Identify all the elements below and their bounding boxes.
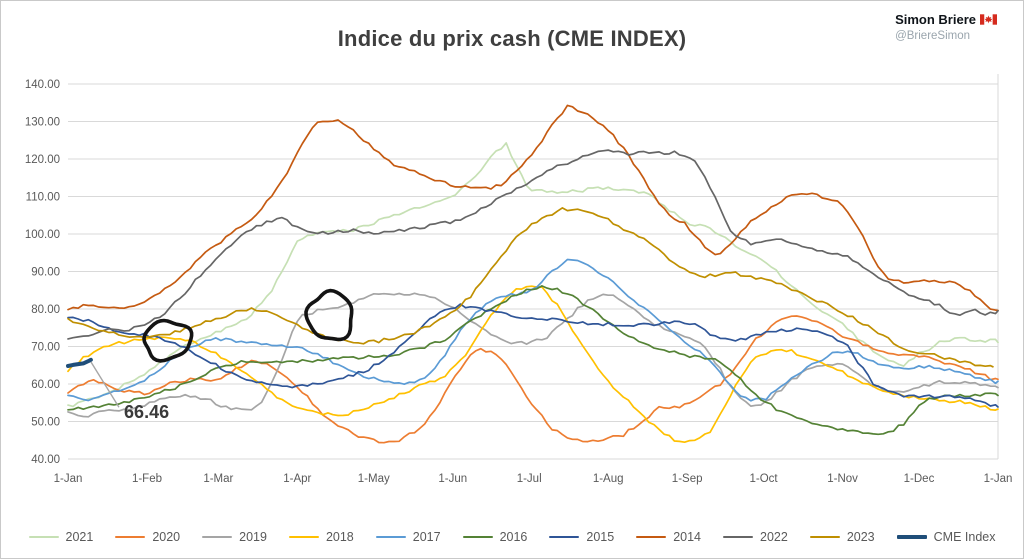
x-tick-label: 1-Jan [984,473,1013,485]
series-line-2022 [67,149,999,340]
series-line-2020 [67,315,999,444]
legend-label: 2018 [325,530,354,544]
legend-swatch [375,536,406,538]
legend-swatch [115,536,146,538]
x-tick-label: 1-Jun [438,473,467,485]
legend-item-2022: 2022 [723,530,788,544]
series-line-2015 [67,303,999,408]
legend-label: 2020 [152,530,181,544]
series-line-2021 [67,142,999,408]
legend-label: 2016 [499,530,528,544]
legend-swatch [202,536,233,538]
x-tick-label: 1-Nov [827,473,858,485]
legend-label: 2014 [673,530,702,544]
legend-swatch [549,536,580,538]
x-tick-label: 1-May [358,473,390,485]
legend-item-2017: 2017 [375,530,441,544]
legend-item-2016: 2016 [462,530,528,544]
x-tick-label: 1-Dec [904,473,935,485]
legend-item-2018: 2018 [288,530,354,544]
y-tick-label: 60.00 [31,379,60,391]
legend-swatch [809,536,840,538]
legend-label: 2023 [846,530,875,544]
y-tick-label: 80.00 [31,304,60,316]
series-line-2023 [67,207,994,368]
y-tick-label: 90.00 [31,267,60,279]
x-tick-label: 1-Mar [203,473,233,485]
cme-index-data-label: 66.46 [124,402,169,422]
x-tick-label: 1-Oct [750,473,779,485]
data-label-leader-line [90,361,120,408]
series-line-cme-index [66,357,93,368]
x-tick-label: 1-Aug [593,473,624,485]
legend-swatch [462,536,493,538]
y-tick-label: 120.00 [25,154,60,166]
series-line-2017 [67,258,999,402]
legend-item-2020: 2020 [115,530,180,544]
x-tick-label: 1-Jul [517,473,542,485]
legend-item-2019: 2019 [202,530,267,544]
legend-label: 2022 [760,530,788,544]
hand-drawn-circle-annotation-2 [304,288,354,342]
y-tick-label: 70.00 [31,342,60,354]
legend-swatch [28,536,59,538]
y-tick-label: 130.00 [25,117,60,129]
author-name: Simon Briere [895,12,997,29]
y-tick-label: 50.00 [31,417,60,429]
legend-swatch [723,536,754,538]
chart-legend: 2021 2020 2019 2018 2017 2016 2015 2014 2022 2023… [1,530,1023,544]
legend-label: 2017 [412,530,441,544]
chart-title: Indice du prix cash (CME INDEX) [337,26,687,51]
legend-swatch [636,536,667,538]
legend-item-cme-index: CME Index [896,530,996,544]
series-line-2016 [67,285,999,436]
legend-label: 2019 [239,530,267,544]
canada-flag-icon [980,13,997,29]
legend-label: 2021 [65,530,94,544]
x-tick-label: 1-Sep [672,473,703,485]
legend-item-2015: 2015 [549,530,614,544]
legend-swatch [288,536,319,538]
series-line-2019 [67,292,999,418]
author-handle: @BriereSimon [895,30,971,43]
y-tick-label: 40.00 [31,454,60,466]
attribution: Simon Briere @BriereSimon [895,12,997,44]
x-tick-label: 1-Feb [132,473,162,485]
x-tick-label: 1-Jan [54,473,83,485]
series-line-2018 [67,285,999,444]
legend-item-2021: 2021 [28,530,94,544]
x-tick-label: 1-Apr [283,473,311,485]
legend-swatch [896,535,927,539]
y-tick-label: 140.00 [25,79,60,91]
legend-item-2014: 2014 [636,530,701,544]
legend-label: 2015 [586,530,615,544]
legend-label: CME Index [933,530,996,544]
series-line-2014 [67,104,999,312]
y-tick-label: 110.00 [26,192,60,204]
legend-item-2023: 2023 [809,530,875,544]
y-tick-label: 100.00 [25,229,60,241]
hand-drawn-circle-annotation-1 [142,318,194,363]
